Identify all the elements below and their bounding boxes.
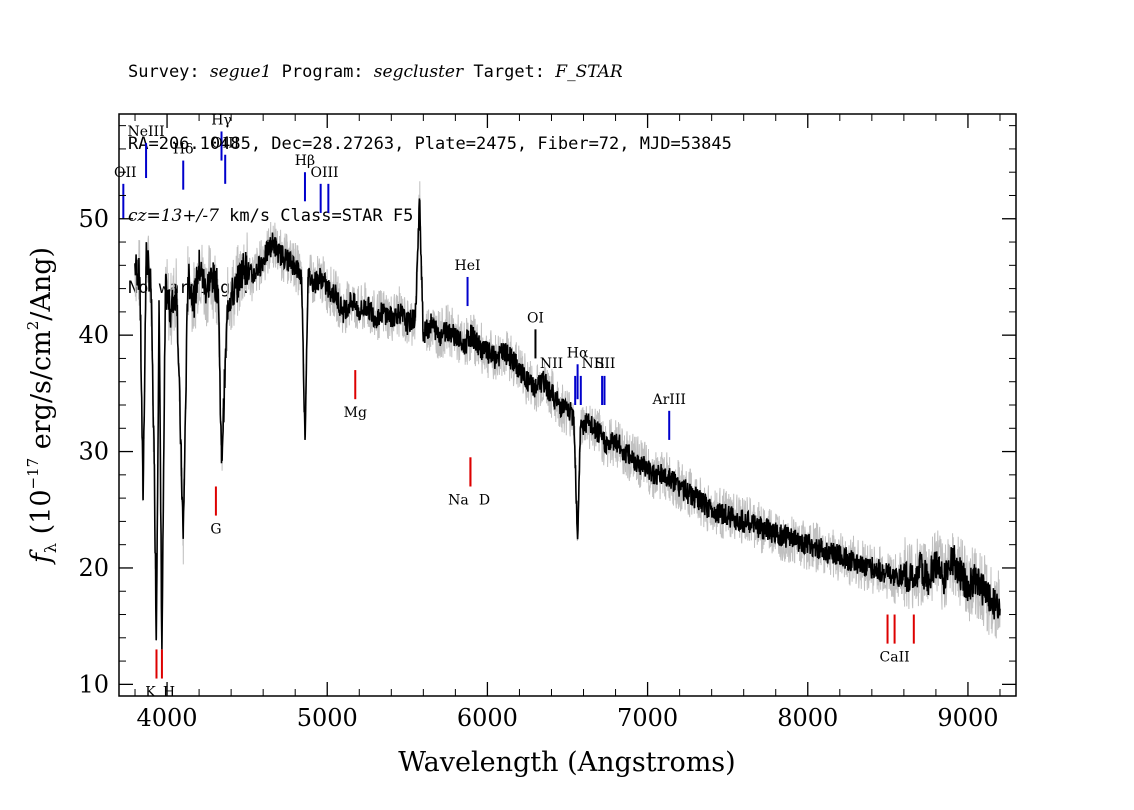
line-label-hβ: Hβ: [295, 153, 315, 169]
line-label-neiii: NeIII: [127, 124, 164, 140]
survey-label: Survey:: [128, 62, 200, 82]
line-label-nii: NII: [540, 356, 563, 372]
y-tick-label: 40: [78, 321, 109, 349]
axis-ticks: 4000 5000 6000 7000 8000 9000 10 20 30 40 50: [78, 114, 1016, 732]
line-label-hδ: Hδ: [173, 142, 194, 158]
spectrum-header: Survey: segue1 Program: segcluster Targe…: [128, 12, 732, 324]
header-line-2: RA=206.10485, Dec=28.27263, Plate=2475, …: [128, 134, 732, 154]
spectral-line-markers: OIINeIIIHδHγOIIIHβOIIIHeIOINIIHαNIISIIAr…: [114, 112, 915, 701]
x-tick-label: 9000: [937, 704, 998, 732]
y-axis-title: fλ (10−17 erg/s/cm2/Ang): [24, 247, 60, 565]
x-axis-title: Wavelength (Angstroms): [398, 747, 735, 778]
header-line-1: Survey: segue1 Program: segcluster Targe…: [128, 60, 732, 84]
line-label-oi: OI: [527, 310, 544, 326]
line-label-hα: Hα: [567, 345, 589, 361]
program-value: segcluster: [373, 62, 464, 82]
smoothed-flux-series: [134, 198, 1001, 650]
line-label-mg: Mg: [344, 405, 367, 421]
survey-value: segue1: [209, 62, 272, 82]
line-label-d: D: [479, 492, 490, 508]
x-tick-label: 4000: [137, 704, 198, 732]
line-label-hei: HeI: [455, 258, 481, 274]
redshift-value: cz=13+/-7: [128, 206, 219, 226]
line-label-oiii: OIII: [310, 165, 338, 181]
line-label-nii: NII: [581, 356, 604, 372]
program-label: Program:: [281, 62, 364, 82]
x-tick-label: 8000: [777, 704, 838, 732]
x-tick-label: 5000: [297, 704, 358, 732]
line-label-caii: CaII: [880, 650, 910, 666]
header-line-3: cz=13+/-7 km/s Class=STAR F5: [128, 204, 732, 228]
smoothed-flux-line: [134, 198, 1001, 650]
y-tick-label: 30: [78, 438, 109, 466]
class-text: km/s Class=STAR F5: [218, 206, 414, 226]
line-label-k: K: [145, 685, 156, 701]
target-value: F_STAR: [555, 62, 623, 82]
x-tick-label: 6000: [457, 704, 518, 732]
y-tick-label: 20: [78, 554, 109, 582]
line-label-hγ: Hγ: [211, 112, 232, 128]
line-label-g: G: [210, 522, 221, 538]
line-label-oiii: OIII: [211, 136, 239, 152]
line-label-na: Na: [448, 492, 469, 508]
line-label-oii: OII: [114, 165, 137, 181]
line-label-h: H: [163, 685, 175, 701]
target-label: Target:: [473, 62, 546, 82]
y-tick-label: 50: [78, 205, 109, 233]
line-label-ariii: ArIII: [652, 392, 686, 408]
y-tick-label: 10: [78, 670, 109, 698]
line-label-sii: SII: [595, 356, 616, 372]
x-tick-label: 7000: [617, 704, 678, 732]
